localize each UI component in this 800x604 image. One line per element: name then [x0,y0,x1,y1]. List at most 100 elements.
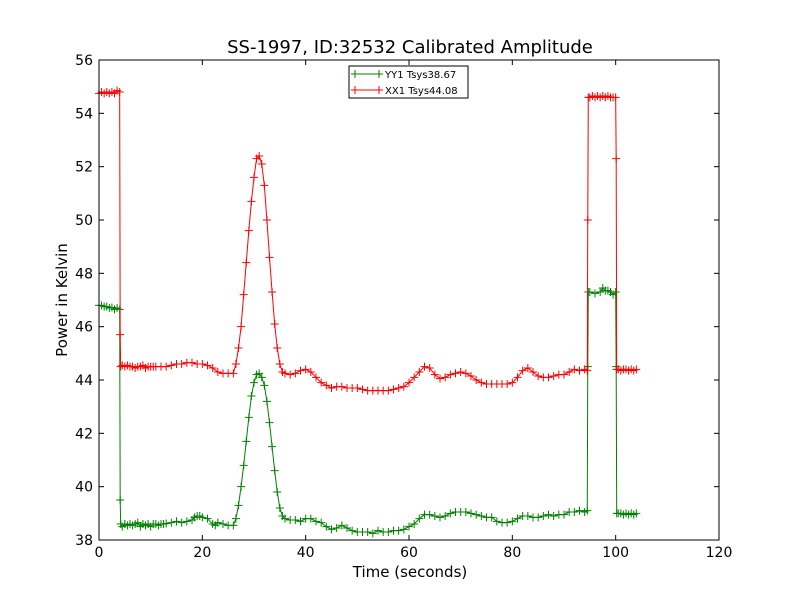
data-point [425,364,434,372]
data-point [301,365,310,374]
legend-label: XX1 Tsys44.08 [385,86,458,97]
data-point [306,514,315,523]
data-point [177,518,186,527]
y-tick-label: 46 [75,320,93,336]
data-point [237,482,246,491]
data-point [384,386,393,395]
data-point [247,197,256,206]
y-tick-label: 54 [75,106,93,122]
data-point [322,381,331,390]
data-point [410,520,419,528]
data-point [268,442,277,451]
data-point [273,488,282,496]
chart-title: SS-1997, ID:32532 Calibrated Amplitude [227,37,593,58]
data-point [229,369,238,378]
data-point [270,466,279,475]
data-point [255,369,264,378]
data-point [198,360,207,368]
data-point [529,368,537,376]
data-point [560,370,568,379]
y-tick-label: 56 [75,53,93,69]
data-point [332,524,341,532]
data-point [247,392,256,400]
series-line [99,287,637,534]
data-point [242,258,251,267]
data-point [250,378,258,387]
data-point [262,397,271,406]
y-tick-label: 44 [75,373,93,389]
data-point [549,512,558,520]
data-point [430,512,439,520]
data-point [239,461,248,470]
data-point [611,93,620,102]
data-point [430,370,439,379]
series-line [98,90,637,392]
legend-box [348,65,469,99]
data-point [337,521,346,530]
data-point [523,512,532,520]
data-point [405,522,413,531]
data-point [513,373,522,382]
data-point [327,525,336,534]
data-point [162,362,171,371]
data-point [172,517,181,526]
legend-marker [351,86,359,94]
legend-label: YY1 Tsys38.67 [384,70,456,81]
data-point [167,518,176,527]
data-point [461,369,470,378]
data-point [337,382,346,391]
data-point [353,384,362,392]
legend-item: YY1 Tsys38.67 [351,70,456,81]
data-point [363,528,372,536]
data-point [244,226,253,235]
data-point [116,496,125,504]
plot-frame [98,59,720,541]
data-point [273,344,282,352]
data-point [237,322,246,331]
y-tick-label: 40 [75,480,93,496]
data-point [260,181,269,190]
data-point [570,508,579,516]
data-point [477,378,486,387]
data-point [242,437,251,446]
data-point [451,369,460,378]
data-point [523,364,532,372]
data-point [257,160,266,168]
data-point [441,373,450,382]
data-point [539,512,548,520]
data-point [611,288,620,296]
data-point [231,360,240,368]
data-point [575,366,584,375]
x-tick-label: 40 [297,545,315,561]
data-point [343,524,351,532]
data-point [399,382,408,391]
data-point [317,518,326,527]
series-xx1 [95,86,641,395]
y-tick-label: 52 [75,160,93,176]
data-point [244,413,253,422]
data-point [234,344,243,352]
data-point [560,510,568,519]
x-tick-label: 80 [503,545,521,561]
data-point [583,366,592,375]
x-axis-label: Time (seconds) [352,563,468,581]
data-point [461,508,470,516]
data-point [234,501,243,510]
data-point [534,372,543,380]
data-point [250,173,258,182]
data-point [503,380,512,388]
data-point [384,528,393,536]
data-point [425,510,434,519]
data-point [239,290,248,299]
data-point [275,504,284,512]
data-point [632,365,641,374]
data-point [275,360,284,368]
data-point [394,526,403,535]
legend-marker [375,86,383,94]
data-point [570,365,579,374]
data-point [415,368,424,376]
plot-layer [95,86,641,538]
data-point [549,372,558,380]
data-point [162,519,171,528]
x-tick-label: 100 [602,545,629,561]
